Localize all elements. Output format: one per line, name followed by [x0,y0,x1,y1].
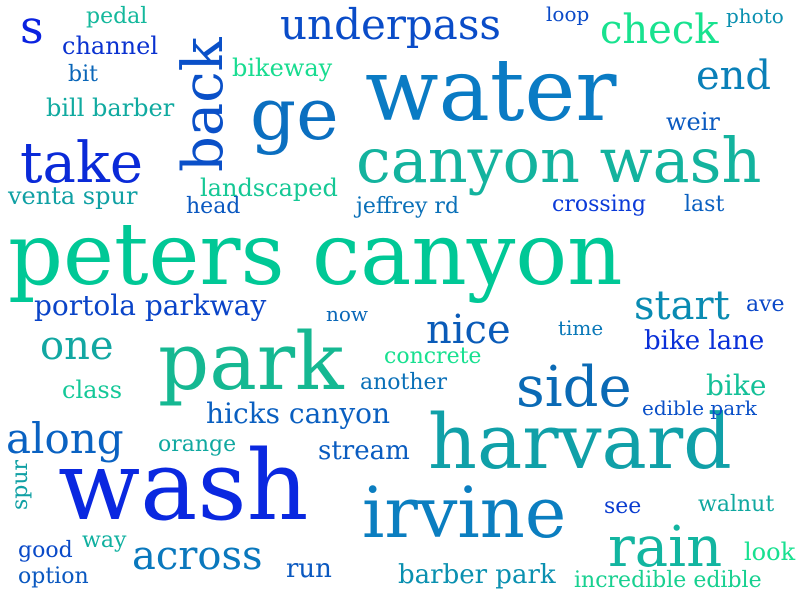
word-jeffrey-rd: jeffrey rd [356,194,460,219]
word-take: take [20,131,143,196]
word-bill-barber: bill barber [46,94,175,122]
word-irvine: irvine [362,472,567,554]
word-barber-park: barber park [398,560,556,590]
word-venta-spur: venta spur [8,182,138,210]
word-incredible-edible: incredible edible [574,568,762,593]
word-another: another [360,370,448,395]
word-ave: ave [746,292,785,317]
word-one: one [40,323,114,369]
word-stream: stream [318,436,410,466]
word-photo: photo [726,4,784,28]
word-nice: nice [426,307,511,353]
word-bikeway: bikeway [232,54,333,82]
word-see: see [604,494,642,519]
word-landscaped: landscaped [200,174,338,202]
word-ge: ge [250,72,339,156]
word-hicks-canyon: hicks canyon [206,397,391,430]
word-rain: rain [608,515,723,580]
word-loop: loop [546,2,590,26]
word-across: across [132,533,263,579]
word-wash: wash [58,430,309,542]
word-way: way [82,528,127,553]
word-edible-park: edible park [642,396,757,420]
word-back: back [171,37,236,172]
word-portola-parkway: portola parkway [34,289,267,322]
word-channel: channel [62,32,158,60]
word-pedal: pedal [86,4,148,29]
word-bike: bike [706,369,767,402]
word-side: side [516,355,632,420]
word-class: class [62,376,123,404]
word-look: look [744,538,796,566]
word-last: last [684,192,725,217]
word-bit: bit [68,62,98,87]
word-harvard: harvard [428,397,732,486]
word-walnut: walnut [698,492,775,517]
word-run: run [286,554,332,584]
word-start: start [634,283,730,329]
word-check: check [600,7,719,53]
word-along: along [6,414,124,463]
word-head: head [186,194,241,219]
word-option: option [18,564,89,589]
word-concrete: concrete [384,344,482,369]
word-underpass: underpass [280,0,501,49]
word-peters-canyon: peters canyon [8,205,623,305]
word-park: park [158,315,344,408]
word-good: good [18,538,73,563]
word-s: s [20,0,44,54]
word-orange: orange [158,432,237,457]
word-bike-lane: bike lane [644,326,765,356]
word-end: end [696,53,772,99]
word-now: now [326,302,369,326]
word-time: time [558,316,604,340]
word-canyon-wash: canyon wash [356,124,762,197]
word-weir: weir [666,108,720,136]
word-crossing: crossing [552,192,646,217]
word-spur: spur [8,459,33,510]
word-water: water [365,41,617,141]
